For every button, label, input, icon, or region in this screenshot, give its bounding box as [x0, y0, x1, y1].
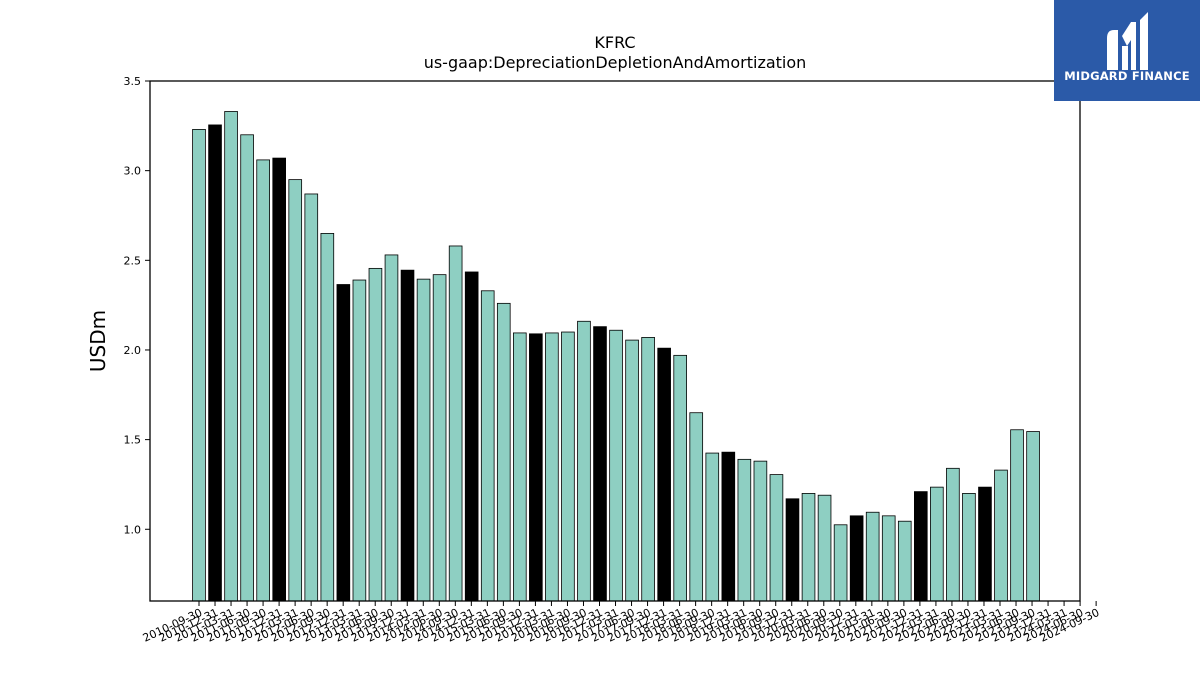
- bars-group: [192, 111, 1040, 602]
- y-axis-label: USDm: [86, 310, 110, 372]
- bar-2013-03-31: [352, 279, 367, 602]
- bar-2021-06-30: [881, 515, 896, 602]
- bar-2017-03-31: [609, 329, 623, 602]
- bar-2011-03-31: [224, 111, 238, 602]
- y-tick-label: 2.0: [124, 344, 142, 357]
- y-axis: 1.0 1.5 2.0 2.5 3.0 3.5: [124, 75, 150, 536]
- bar-2020-09-30: [833, 524, 848, 602]
- chart-subtitle: us-gaap:DepreciationDepletionAndAmortiza…: [424, 53, 807, 72]
- bar-2023-09-30: [1026, 431, 1040, 602]
- bar-2012-09-30: [320, 233, 335, 602]
- bar-2010-12-31: [208, 124, 222, 602]
- bar-2011-12-31: [272, 157, 286, 602]
- bar-2018-06-30: [689, 412, 704, 602]
- bar-2022-03-31: [930, 486, 944, 602]
- bar-2018-09-30: [705, 452, 720, 602]
- bar-2019-12-31: [785, 498, 800, 602]
- logo: MIDGARD FINANCE: [1054, 0, 1200, 101]
- bar-2012-12-31: [336, 284, 351, 602]
- bar-2013-12-31: [400, 269, 415, 602]
- logo-mark-icon: [1107, 12, 1148, 70]
- y-tick-label: 1.5: [124, 434, 142, 447]
- bar-2014-03-31: [416, 278, 431, 602]
- bar-2017-12-31: [657, 347, 671, 602]
- bar-2015-12-31: [529, 333, 543, 602]
- bar-2022-06-30: [946, 467, 960, 602]
- y-tick-label: 3.5: [124, 75, 142, 88]
- bar-2014-06-30: [432, 274, 447, 602]
- bar-2015-09-30: [513, 332, 527, 602]
- bar-2016-03-31: [545, 332, 559, 602]
- bar-2017-06-30: [625, 339, 639, 602]
- bar-2019-06-30: [753, 460, 768, 602]
- bar-2022-09-30: [962, 493, 976, 602]
- y-tick-label: 3.0: [124, 165, 142, 178]
- bar-2019-03-31: [737, 458, 752, 602]
- y-tick-label: 1.0: [124, 523, 142, 536]
- bar-2019-09-30: [769, 474, 784, 602]
- bar-2011-09-30: [256, 159, 270, 602]
- bar-2023-03-31: [994, 469, 1008, 602]
- bar-2013-09-30: [384, 254, 399, 602]
- bar-2020-06-30: [817, 494, 832, 602]
- bar-2011-06-30: [240, 134, 254, 602]
- bar-2020-12-31: [849, 515, 864, 602]
- bar-2018-12-31: [721, 451, 736, 602]
- bar-2018-03-31: [673, 354, 687, 602]
- bar-2021-03-31: [865, 511, 880, 602]
- bar-2022-12-31: [978, 486, 992, 602]
- bar-2016-12-31: [593, 326, 607, 602]
- bar-2021-12-31: [914, 491, 928, 602]
- bar-2023-06-30: [1010, 429, 1024, 602]
- bar-2021-09-30: [897, 520, 912, 602]
- plot-frame: [149, 80, 1081, 602]
- bar-2014-09-30: [448, 245, 463, 602]
- x-axis: 2010-09-302010-12-312011-03-312011-06-30…: [141, 601, 1101, 645]
- bar-2020-03-31: [801, 493, 816, 602]
- bar-2013-06-30: [368, 267, 383, 602]
- bar-2010-09-30: [192, 129, 206, 602]
- bar-2017-09-30: [641, 337, 655, 602]
- logo-text: MIDGARD FINANCE: [1064, 69, 1190, 83]
- chart-title: KFRC: [594, 33, 635, 52]
- bar-2015-03-31: [480, 290, 495, 602]
- y-tick-label: 2.5: [124, 254, 142, 267]
- bar-2012-06-30: [304, 193, 319, 602]
- bar-2016-09-30: [577, 320, 591, 602]
- bar-2014-12-31: [464, 271, 479, 602]
- bar-2015-06-30: [496, 302, 511, 602]
- bar-2016-06-30: [561, 331, 575, 602]
- bar-2012-03-31: [288, 179, 303, 602]
